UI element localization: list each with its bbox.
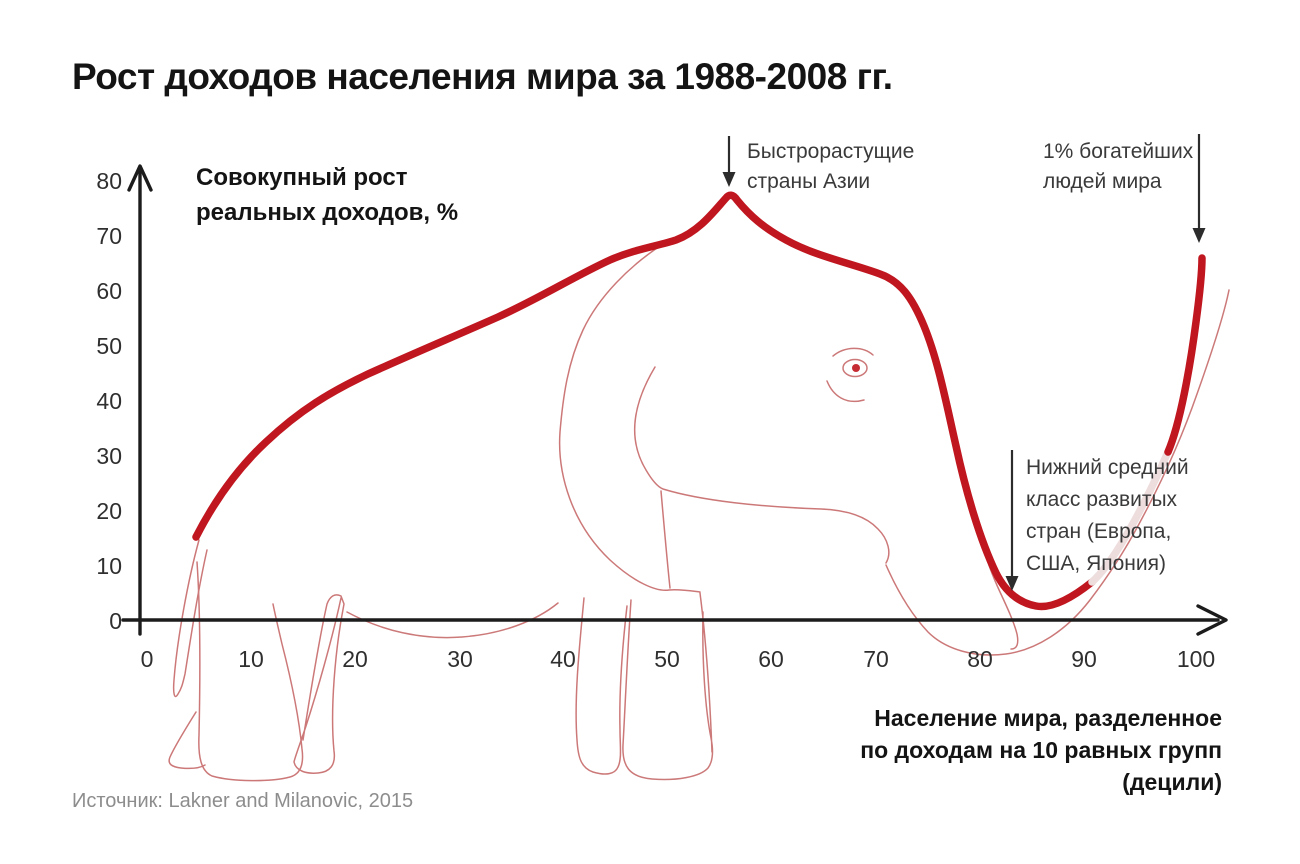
x-tick-40: 40	[550, 646, 576, 672]
annotation-middle-class-line4: США, Япония)	[1026, 552, 1166, 575]
arrow-asia-head	[722, 172, 736, 187]
y-tick-40: 40	[96, 388, 122, 414]
x-tick-60: 60	[758, 646, 784, 672]
annotation-arrows	[722, 134, 1206, 591]
arrow-middle-class-head	[1005, 576, 1019, 591]
x-tick-50: 50	[654, 646, 680, 672]
growth-curve-main	[192, 191, 1096, 611]
x-tick-100: 100	[1176, 646, 1216, 672]
annotation-rich-line2: людей мира	[1043, 170, 1162, 193]
x-tick-70: 70	[863, 646, 889, 672]
annotation-middle-class-line2: класс развитых	[1026, 488, 1178, 511]
x-axis-label: Население мира, разделенное по доходам н…	[860, 702, 1222, 798]
annotation-asia-line2: страны Азии	[747, 170, 871, 193]
annotation-middle-class-line1: Нижний средний	[1026, 456, 1189, 479]
page-title: Рост доходов населения мира за 1988-2008…	[72, 56, 893, 97]
elephant-trunk-curl	[885, 289, 1230, 656]
growth-curve	[192, 191, 1206, 611]
y-tick-10: 10	[96, 553, 122, 579]
x-axis-label-line1: Население мира, разделенное	[874, 705, 1222, 731]
elephant-belly	[346, 602, 559, 639]
y-tick-20: 20	[96, 498, 122, 524]
y-axis-label: Совокупный рост реальных доходов, %	[196, 160, 458, 230]
x-tick-30: 30	[447, 646, 473, 672]
growth-curve-faint-segment	[1088, 448, 1172, 586]
annotation-middle-class: Нижний средний класс развитых стран (Евр…	[1026, 452, 1189, 580]
elephant-front-leg-near	[575, 597, 628, 775]
y-tick-30: 30	[96, 443, 122, 469]
x-tick-90: 90	[1071, 646, 1097, 672]
elephant-hind-leg-far	[293, 594, 345, 774]
x-tick-20: 20	[342, 646, 368, 672]
annotation-asia-line1: Быстрорастущие	[747, 140, 915, 163]
x-tick-0: 0	[140, 646, 154, 672]
elephant-front-leg-far	[622, 592, 714, 781]
annotation-asia: Быстрорастущие страны Азии	[747, 137, 914, 197]
y-tick-60: 60	[96, 278, 122, 304]
x-axis-label-line2: по доходам на 10 равных групп	[860, 737, 1222, 763]
elephant-tail	[172, 539, 208, 698]
x-tick-10: 10	[238, 646, 264, 672]
annotation-middle-class-line3: стран (Европа,	[1026, 520, 1172, 543]
y-tick-0: 0	[109, 608, 122, 634]
elephant-rear-foot-far	[168, 711, 206, 770]
axes	[121, 164, 1228, 636]
elephant-eye	[826, 347, 874, 402]
y-tick-50: 50	[96, 333, 122, 359]
elephant-jaw	[634, 366, 890, 589]
source-note: Источник: Lakner and Milanovic, 2015	[72, 790, 414, 812]
growth-curve-top-right	[1164, 254, 1206, 456]
y-tick-80: 80	[96, 168, 122, 194]
y-axis-label-line1: Совокупный рост	[196, 164, 408, 191]
y-axis-arrowhead	[127, 164, 153, 192]
arrow-rich-head	[1192, 228, 1206, 243]
annotation-rich: 1% богатейших людей мира	[1043, 137, 1193, 197]
elephant-ear-chest	[558, 245, 701, 593]
y-axis-label-line2: реальных доходов, %	[196, 199, 459, 226]
annotation-rich-line1: 1% богатейших	[1043, 140, 1194, 163]
y-tick-70: 70	[96, 223, 122, 249]
elephant-rear-leg	[196, 561, 304, 782]
x-tick-80: 80	[967, 646, 993, 672]
x-axis-label-line3: (децили)	[1122, 769, 1222, 795]
x-axis-arrowhead	[1196, 604, 1228, 636]
